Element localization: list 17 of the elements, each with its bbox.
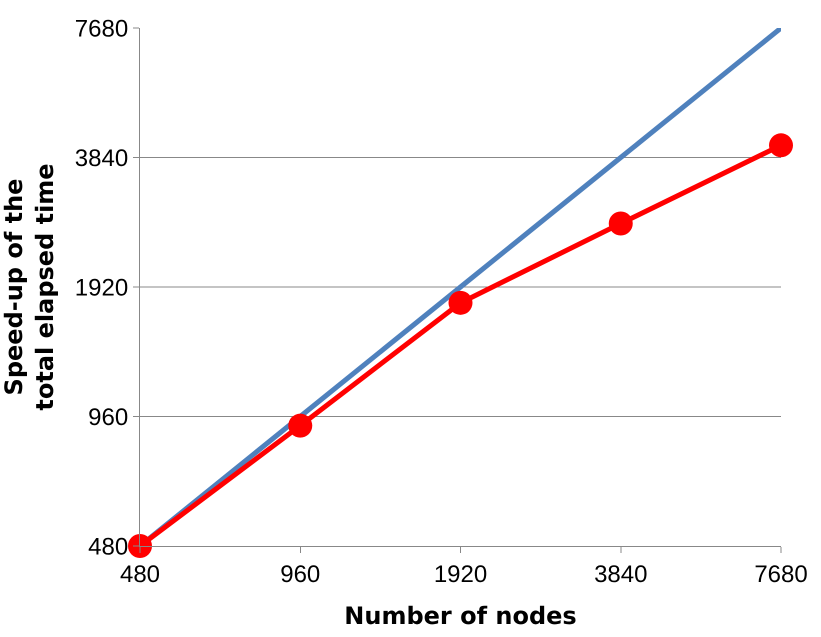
x-axis-title: Number of nodes [344, 602, 577, 630]
y-tick-label: 480 [88, 533, 128, 560]
point [769, 133, 793, 158]
point [288, 414, 312, 438]
y-tick-label: 1920 [74, 274, 128, 302]
point [448, 290, 472, 315]
point [608, 212, 633, 236]
y-tick-label: 3840 [74, 144, 128, 172]
y-tick-label: 960 [88, 404, 128, 431]
y-tick-label: 7680 [74, 15, 128, 42]
x-tick-label: 7680 [754, 560, 808, 588]
y-axis-title: Speed-up of the total elapsed time [0, 163, 60, 411]
x-tick-label: 1920 [434, 560, 488, 588]
x-tick-label: 3840 [594, 560, 648, 588]
point [128, 534, 152, 558]
x-tick-label: 480 [120, 560, 160, 588]
x-tick-label: 960 [280, 560, 320, 588]
